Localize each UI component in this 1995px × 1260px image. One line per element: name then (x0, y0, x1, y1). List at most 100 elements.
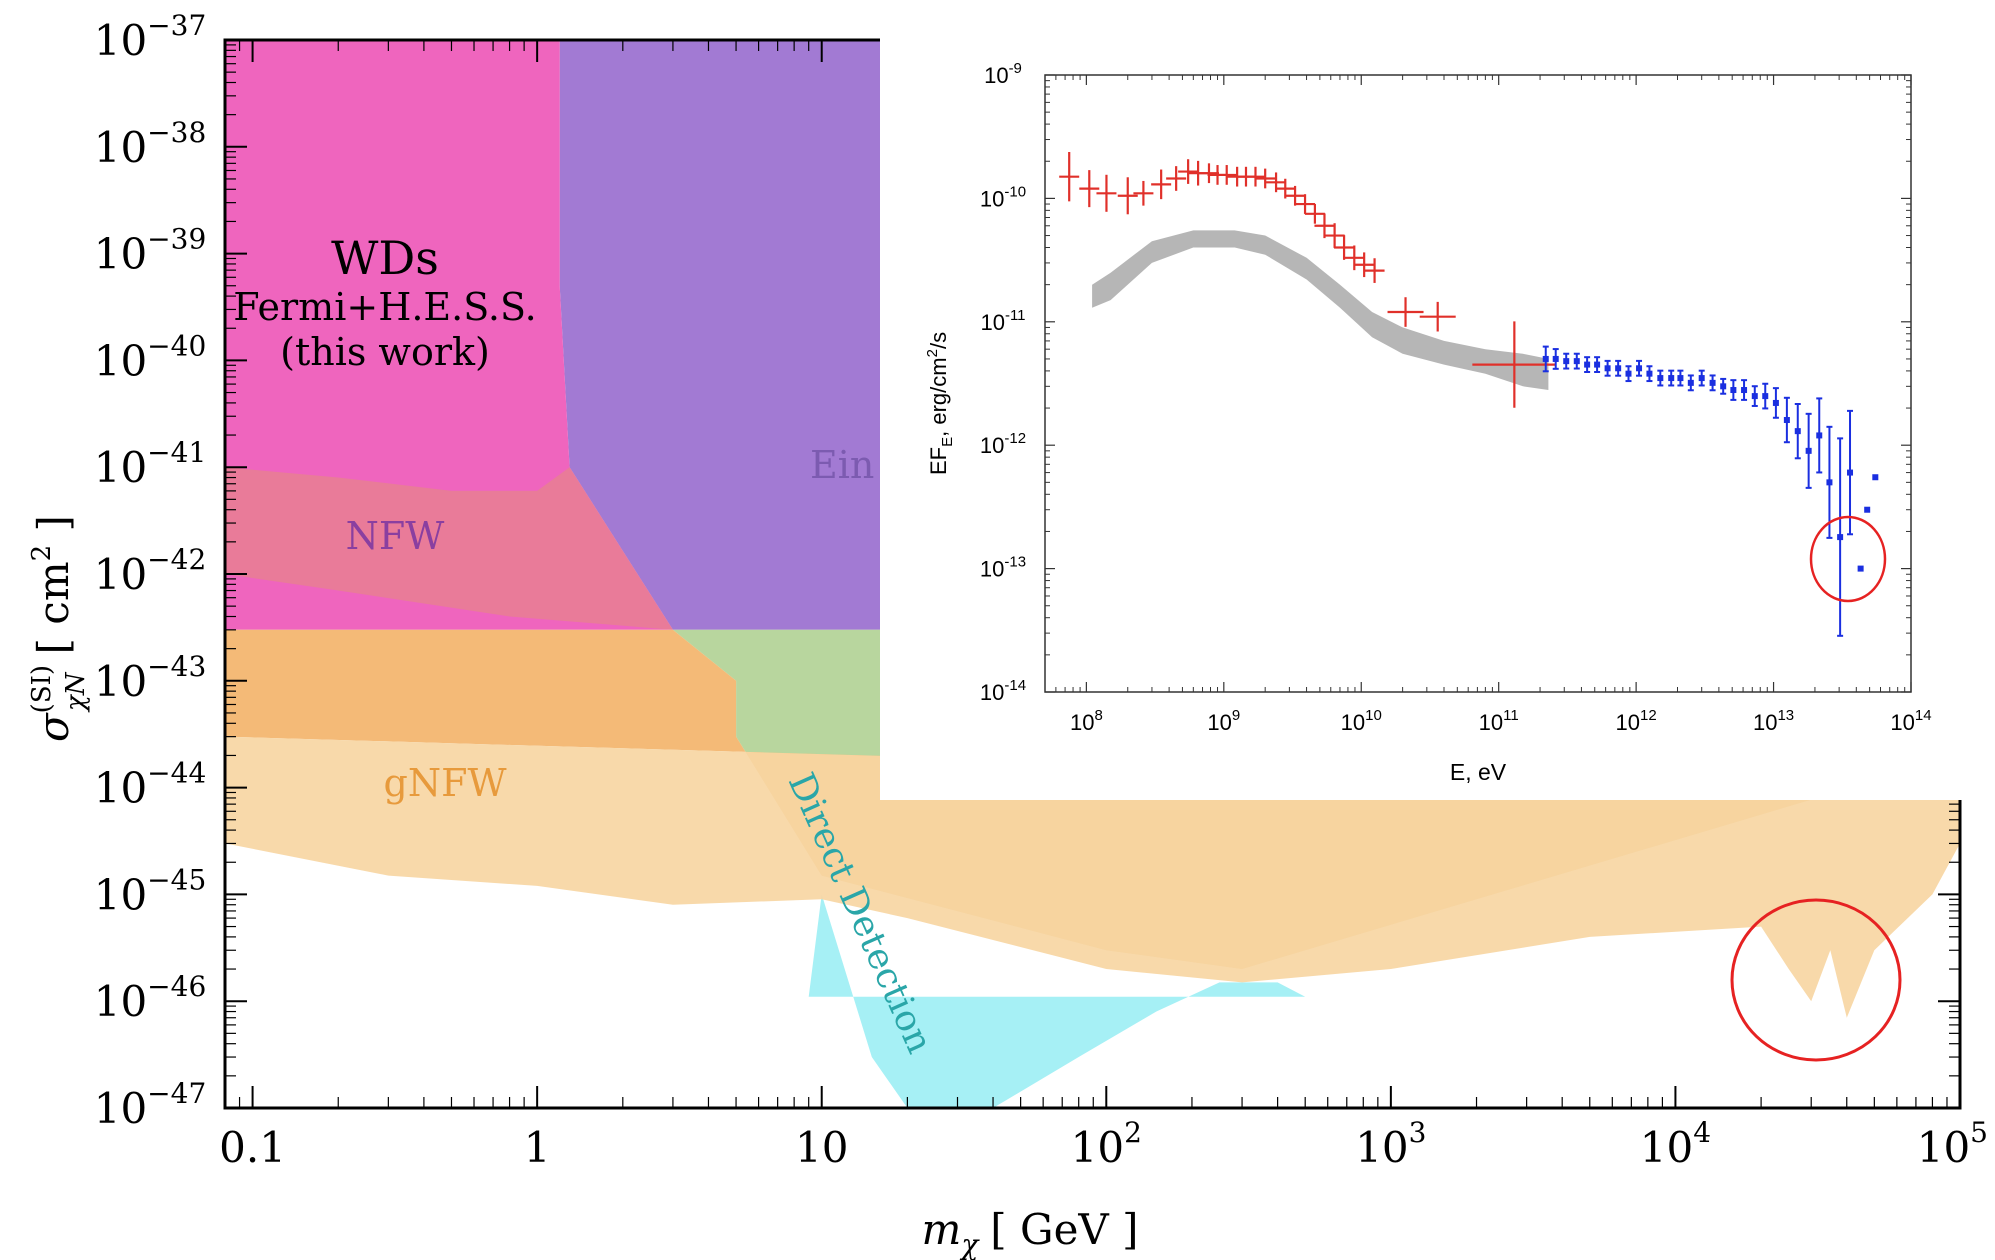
fermi-data-point (1472, 321, 1557, 408)
inset-y-tick-label: 10-11 (980, 307, 1025, 335)
hess-data-point (1872, 474, 1879, 481)
hess-data-point (1864, 506, 1871, 513)
hess-data-point (1709, 374, 1716, 392)
hess-data-point (1720, 377, 1727, 395)
inset-y-tick-label: 10-10 (980, 183, 1026, 211)
hess-data-point (1687, 374, 1694, 392)
hess-data-point (1741, 379, 1748, 401)
hess-data-point (1668, 369, 1675, 387)
fermi-data-point (1151, 169, 1172, 200)
fermi-data-point (1344, 245, 1365, 271)
fermi-data-point (1295, 194, 1316, 214)
y-tick-label: 10−37 (94, 9, 207, 65)
x-axis-title: mχ[ GeV ] (921, 1205, 1138, 1260)
hess-data-point (1604, 359, 1611, 377)
inset-x-tick-label: 1011 (1479, 707, 1519, 735)
inset-x-tick-label: 1014 (1890, 707, 1931, 735)
hess-data-point (1636, 359, 1643, 377)
label-ein: Ein (810, 443, 874, 487)
x-tick-label: 105 (1917, 1116, 1988, 1172)
x-tick-label: 104 (1640, 1116, 1711, 1172)
hess-data-point (1837, 437, 1844, 637)
x-tick-label: 103 (1355, 1116, 1426, 1172)
fermi-data-point (1198, 163, 1219, 184)
fermi-data-point (1166, 166, 1187, 191)
y-tick-label: 10−45 (94, 863, 207, 919)
inset-y-tick-label: 10-14 (980, 677, 1026, 705)
inset-band (1092, 230, 1549, 390)
fermi-data-point (1314, 213, 1335, 239)
inset-background (880, 38, 1962, 800)
inset-x-axis-title: E, eV (1450, 759, 1507, 785)
fermi-data-point (1133, 180, 1154, 206)
region-0 (808, 894, 1306, 1108)
hess-data-point (1783, 396, 1790, 444)
label-fermi-hess: Fermi+H.E.S.S. (233, 285, 537, 329)
inset-plot-frame (1044, 74, 1912, 693)
hess-data-point (1805, 412, 1812, 489)
fermi-data-point (1059, 151, 1080, 202)
hess-data-point (1794, 402, 1801, 460)
y-tick-label: 10−40 (94, 329, 207, 385)
main-annotation-circle (1730, 898, 1902, 1062)
fermi-data-point (1245, 166, 1266, 187)
inset-y-axis-title: EFE, erg/cm2/s (924, 332, 956, 475)
fermi-data-point (1117, 177, 1138, 215)
fermi-data-point (1304, 203, 1325, 224)
y-axis-title: σ(SI) χN[ cm2 ] (27, 515, 91, 742)
fermi-data-point (1216, 165, 1237, 185)
x-tick-label: 1 (524, 1123, 551, 1172)
x-tick-label: 0.1 (219, 1123, 286, 1172)
fermi-data-point (1334, 235, 1355, 260)
label-nfw: NFW (346, 514, 445, 558)
hess-data-point (1857, 565, 1864, 572)
fermi-data-point (1255, 168, 1276, 189)
fermi-data-point (1178, 159, 1199, 184)
inset-series (1059, 151, 1879, 637)
region-6 (225, 736, 1960, 1018)
y-tick-label: 10−38 (94, 116, 207, 172)
inset-x-tick-label: 1012 (1616, 707, 1657, 735)
hess-data-point (1563, 352, 1570, 370)
fermi-data-point (1387, 297, 1424, 327)
inset-y-tick-label: 10-12 (980, 430, 1026, 458)
fermi-data-point (1324, 223, 1345, 248)
inset-y-tick-label: 10-13 (980, 554, 1026, 582)
hess-data-point (1730, 379, 1737, 401)
hess-data-point (1542, 345, 1549, 373)
inset-ticks: 10-9 10-10 10-11 10-12 10-13 10-14 108 109 1010 1… (980, 60, 1932, 735)
hess-data-point (1677, 369, 1684, 387)
label-this-work: (this work) (280, 330, 490, 374)
y-tick-label: 10−42 (94, 543, 207, 599)
inset-y-tick-label: 10-9 (984, 60, 1022, 88)
hess-data-point (1751, 385, 1758, 407)
hess-data-point (1594, 356, 1601, 373)
inset-x-tick-label: 108 (1070, 707, 1103, 735)
hess-data-point (1826, 425, 1833, 539)
y-tick-label: 10−39 (94, 223, 207, 279)
inset-x-tick-label: 109 (1207, 707, 1240, 735)
hess-data-point (1657, 369, 1664, 387)
hess-data-point (1625, 365, 1632, 383)
inset-x-tick-label: 1010 (1341, 707, 1382, 735)
hess-data-point (1615, 359, 1622, 377)
hess-data-point (1847, 409, 1854, 536)
fermi-data-point (1364, 258, 1385, 283)
hess-data-point (1772, 387, 1779, 419)
x-tick-label: 10 (795, 1123, 848, 1172)
fermi-data-point (1079, 170, 1100, 208)
y-tick-label: 10−43 (94, 650, 207, 706)
y-tick-label: 10−44 (94, 757, 207, 813)
x-tick-label: 102 (1071, 1116, 1142, 1172)
fermi-data-point (1285, 185, 1306, 206)
y-tick-label: 10−41 (94, 436, 207, 492)
hess-data-point (1646, 365, 1653, 383)
model-band (1092, 230, 1549, 390)
label-wds: WDs (331, 231, 439, 285)
y-tick-label: 10−46 (94, 970, 207, 1026)
hess-data-point (1698, 369, 1705, 387)
fermi-data-point (1354, 252, 1375, 278)
hess-data-point (1573, 352, 1580, 370)
region-3 (225, 467, 673, 630)
